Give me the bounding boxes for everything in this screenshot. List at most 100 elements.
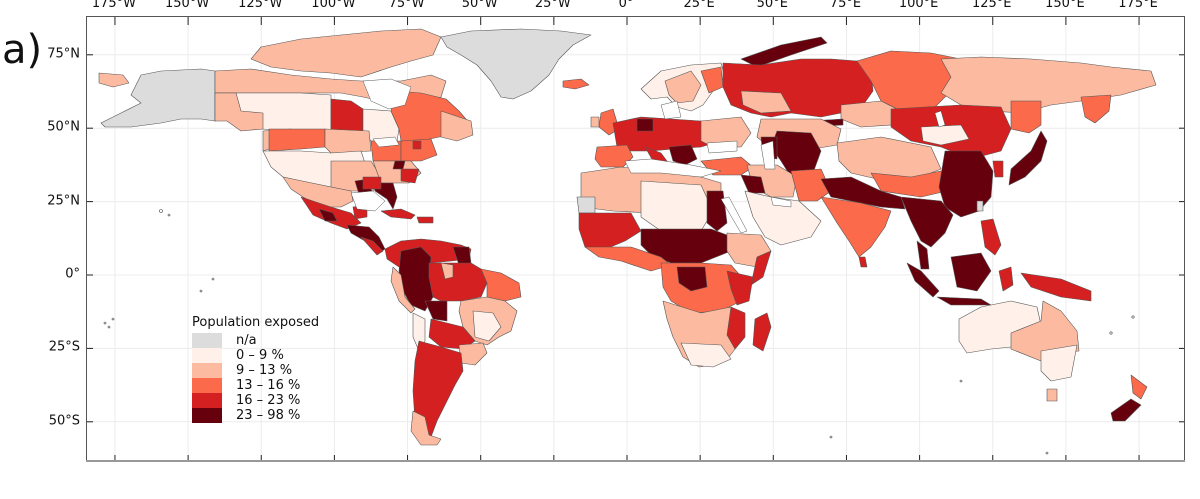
- x-tick-label: 125°W: [238, 0, 283, 11]
- region-usa-north-central: [268, 128, 326, 152]
- region-mozambique: [726, 306, 746, 350]
- region-canada-arctic: [250, 28, 442, 78]
- region-new-york: [412, 140, 422, 150]
- red-sea: [720, 196, 748, 234]
- x-tick-label: 175°W: [91, 0, 137, 11]
- legend-title: Population exposed: [192, 315, 320, 330]
- region-guianas: [452, 246, 472, 266]
- y-tick-label: 50°N: [47, 119, 80, 135]
- legend-label: n/a: [236, 333, 257, 348]
- region-gulf-states: [362, 176, 382, 190]
- bottom-axis-line: [86, 460, 1185, 462]
- y-tick-label: 25°N: [47, 193, 80, 209]
- region-borneo: [950, 252, 992, 292]
- x-tick-label: 100°W: [311, 0, 356, 11]
- region-korea: [992, 160, 1004, 178]
- panel-label: a): [2, 27, 43, 73]
- region-drc-dark: [676, 266, 708, 292]
- y-tick-label: 50°S: [48, 413, 80, 429]
- region-alaska: [100, 68, 216, 128]
- x-tick-label: 100°E: [898, 0, 939, 11]
- region-central-america-2: [360, 236, 384, 256]
- caspian-sea: [760, 140, 776, 170]
- region-new-zealand-north: [1130, 374, 1148, 400]
- region-brazil-pale: [472, 310, 502, 342]
- region-philippines: [980, 218, 1002, 256]
- region-australia-nsw: [1040, 344, 1078, 382]
- legend-swatch: [192, 408, 222, 423]
- region-new-guinea: [1020, 272, 1092, 302]
- x-tick-label: 0°: [618, 0, 634, 11]
- region-tasmania: [1046, 388, 1058, 402]
- region-maritimes: [440, 110, 474, 142]
- legend-label: 9 – 13 %: [236, 363, 293, 378]
- region-greenland: [440, 28, 592, 100]
- legend-label: 0 – 9 %: [236, 348, 284, 363]
- legend-swatch: [192, 363, 222, 378]
- region-southeast-asia: [900, 196, 954, 248]
- region-hispaniola: [416, 216, 434, 224]
- region-japan: [1008, 130, 1048, 186]
- region-sri-lanka: [858, 256, 868, 268]
- region-afghanistan-pakistan: [790, 168, 832, 202]
- region-sumatra: [906, 262, 940, 298]
- region-cuba: [380, 208, 416, 220]
- x-tick-label: 125°E: [971, 0, 1012, 11]
- region-south-africa-pale: [680, 342, 732, 368]
- region-argentina: [412, 340, 464, 442]
- gulf-of-mexico: [350, 190, 386, 212]
- region-balkans: [668, 144, 698, 166]
- legend-label: 13 – 16 %: [236, 378, 301, 393]
- region-ireland: [590, 116, 600, 128]
- region-carolinas: [400, 168, 420, 184]
- x-tick-label: 75°E: [829, 0, 862, 11]
- legend-swatch: [192, 348, 222, 363]
- region-sweden: [664, 70, 702, 104]
- region-amazon-central: [428, 262, 488, 302]
- legend-label: 16 – 23 %: [236, 393, 301, 408]
- region-bolivia: [424, 300, 448, 322]
- region-florida: [372, 182, 398, 210]
- legend-item-na: n/a: [192, 333, 257, 348]
- legend-item-9-13: 9 – 13 %: [192, 363, 292, 378]
- water-bodies: [350, 78, 946, 234]
- region-arabia: [744, 190, 822, 246]
- region-british-columbia: [214, 92, 264, 132]
- region-mexico-dark: [318, 208, 338, 222]
- region-siberia-east: [940, 56, 1157, 114]
- region-iceland: [562, 78, 590, 90]
- region-sulawesi: [998, 266, 1014, 292]
- legend-label: 23 – 98 %: [236, 408, 301, 423]
- region-egypt-sudan-dark: [706, 190, 728, 232]
- y-tick-label: 75°N: [47, 46, 80, 62]
- x-tick-label: 25°W: [534, 0, 571, 11]
- x-tick-label: 25°E: [683, 0, 715, 11]
- region-usa-plains: [324, 128, 372, 154]
- y-tick-label: 0°: [65, 266, 80, 282]
- region-india-north-dark: [820, 176, 906, 210]
- legend-item-16-23: 16 – 23 %: [192, 393, 300, 408]
- mediterranean: [624, 158, 722, 178]
- region-eastern-china: [938, 150, 994, 218]
- region-sahara-pale: [640, 180, 714, 232]
- region-brazil-salmon-north: [440, 262, 454, 280]
- region-brazil-northeast: [480, 268, 522, 302]
- x-tick-label: 50°E: [756, 0, 788, 11]
- region-mexico-north: [282, 176, 354, 208]
- map-frame: [86, 16, 1185, 462]
- region-india: [820, 196, 892, 258]
- axis-ticks: [87, 17, 1184, 461]
- region-somalia: [750, 250, 772, 286]
- region-iraq: [740, 174, 766, 194]
- legend-swatch: [192, 333, 222, 348]
- hudson-bay: [362, 78, 412, 110]
- legend-swatch: [192, 378, 222, 393]
- legend-item-13-16: 13 – 16 %: [192, 378, 300, 393]
- legend-item-0-9: 0 – 9 %: [192, 348, 284, 363]
- region-sahel-west: [578, 212, 642, 252]
- region-patagonia: [410, 410, 442, 446]
- x-tick-label: 50°W: [461, 0, 498, 11]
- x-tick-label: 75°W: [388, 0, 425, 11]
- lake-baikal: [934, 110, 946, 128]
- region-west-africa-coast: [584, 246, 672, 272]
